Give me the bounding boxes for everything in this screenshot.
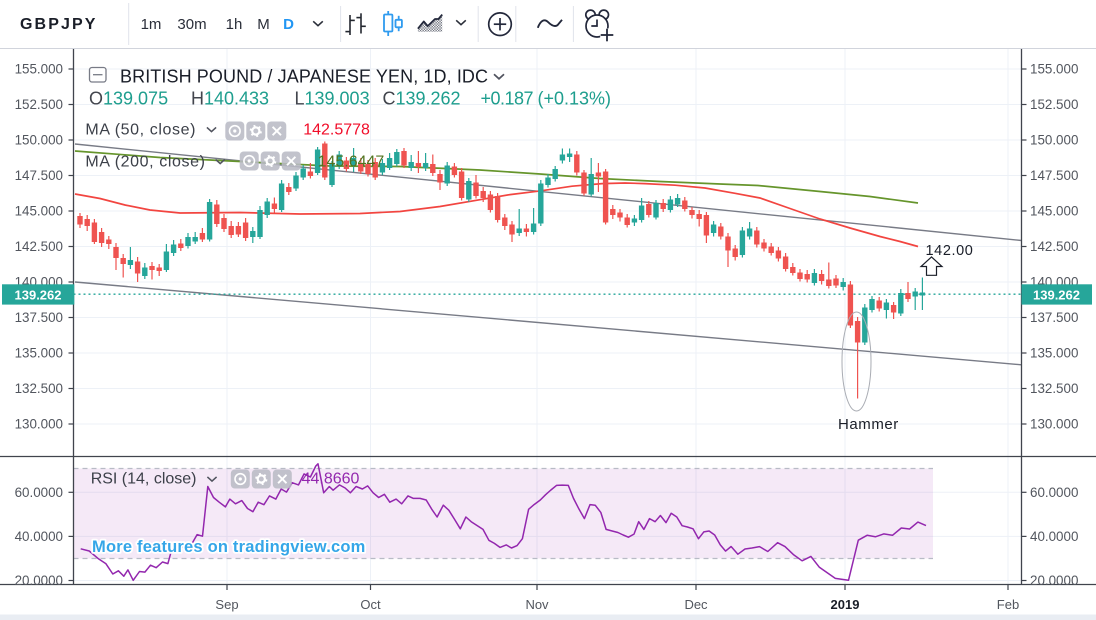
svg-text:RSI (14, close): RSI (14, close) [91,471,197,488]
svg-text:60.0000: 60.0000 [1030,485,1078,500]
svg-text:Feb: Feb [997,597,1019,612]
svg-text:130.000: 130.000 [15,417,63,432]
svg-text:40.0000: 40.0000 [1030,529,1078,544]
svg-text:139.262: 139.262 [15,288,62,303]
svg-text:150.000: 150.000 [1030,133,1078,148]
svg-text:135.000: 135.000 [15,346,63,361]
svg-text:More features on tradingview.c: More features on tradingview.com [92,538,366,556]
svg-text:Oct: Oct [360,597,381,612]
svg-text:D: D [283,16,294,33]
svg-text:BRITISH POUND / JAPANESE YEN,: BRITISH POUND / JAPANESE YEN, 1D, IDC [120,67,488,87]
svg-text:60.0000: 60.0000 [15,485,63,500]
svg-text:Nov: Nov [525,597,549,612]
svg-text:MA (200, close): MA (200, close) [85,154,205,171]
svg-text:Sep: Sep [215,597,238,612]
svg-text:M: M [257,16,270,33]
svg-text:+0.187: +0.187 [481,88,534,108]
svg-text:135.000: 135.000 [1030,346,1078,361]
svg-text:142.5778: 142.5778 [303,122,370,139]
svg-text:142.500: 142.500 [15,239,63,254]
svg-text:147.500: 147.500 [1030,168,1078,183]
svg-text:L139.003: L139.003 [295,88,370,108]
svg-text:145.000: 145.000 [15,204,63,219]
svg-text:O139.075: O139.075 [89,88,168,108]
svg-text:20.0000: 20.0000 [15,573,63,588]
svg-text:Hammer: Hammer [838,416,899,433]
svg-text:2019: 2019 [831,597,860,612]
svg-text:150.000: 150.000 [15,133,63,148]
svg-text:132.500: 132.500 [15,381,63,396]
svg-text:155.000: 155.000 [15,62,63,77]
svg-text:145.000: 145.000 [1030,204,1078,219]
svg-text:142.00: 142.00 [926,243,974,259]
svg-text:155.000: 155.000 [1030,62,1078,77]
svg-text:130.000: 130.000 [1030,417,1078,432]
svg-text:152.500: 152.500 [15,97,63,112]
svg-text:142.500: 142.500 [1030,239,1078,254]
svg-text:20.0000: 20.0000 [1030,573,1078,588]
svg-text:139.262: 139.262 [1033,288,1080,303]
svg-text:137.500: 137.500 [1030,310,1078,325]
svg-text:44.8660: 44.8660 [302,471,360,488]
svg-text:H140.433: H140.433 [191,88,269,108]
svg-text:1h: 1h [226,16,243,33]
svg-text:152.500: 152.500 [1030,97,1078,112]
svg-text:GBPJPY: GBPJPY [20,16,98,33]
svg-text:145.6447: 145.6447 [318,154,385,171]
svg-text:147.500: 147.500 [15,168,63,183]
svg-text:137.500: 137.500 [15,310,63,325]
svg-text:1m: 1m [141,16,162,33]
svg-text:(+0.13%): (+0.13%) [538,88,612,108]
svg-text:MA (50, close): MA (50, close) [85,122,196,139]
svg-text:C139.262: C139.262 [383,88,461,108]
svg-text:Dec: Dec [684,597,708,612]
svg-text:132.500: 132.500 [1030,381,1078,396]
svg-text:30m: 30m [177,16,206,33]
svg-text:40.0000: 40.0000 [15,529,63,544]
